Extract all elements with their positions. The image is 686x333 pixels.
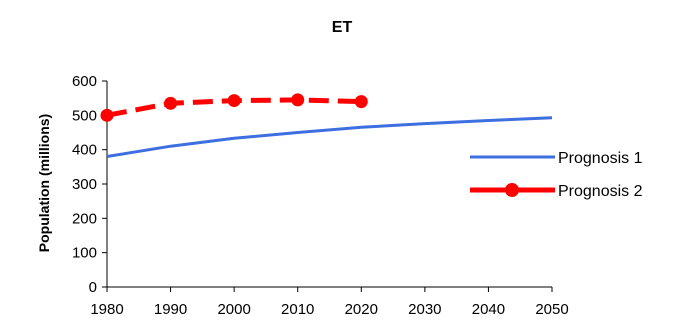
series-2-point (100, 108, 114, 122)
x-tick-label: 1990 (154, 301, 187, 318)
x-tick-label: 1980 (90, 301, 123, 318)
series-2-point (291, 93, 305, 107)
series-line-1 (106, 116, 553, 158)
series-2-point (354, 95, 368, 109)
axes: 0 100 200 300 400 500 600 1980 1990 2000 2010 2020 2… (72, 73, 569, 318)
series-2-point (164, 96, 178, 110)
legend: Prognosis 1 Prognosis 2 (470, 150, 643, 200)
y-tick-label: 200 (72, 210, 97, 227)
y-tick-label: 500 (72, 107, 97, 124)
legend-label-2: Prognosis 2 (558, 183, 643, 200)
y-tick-label: 0 (89, 279, 97, 296)
y-tick-label: 100 (72, 245, 97, 262)
x-tick-label: 2050 (535, 301, 568, 318)
y-tick-label: 400 (72, 142, 97, 159)
x-tick-label: 2020 (345, 301, 378, 318)
x-tick-label: 2030 (408, 301, 441, 318)
legend-marker-2 (505, 183, 519, 197)
x-tick-label: 2000 (217, 301, 250, 318)
chart-title: ET (332, 19, 353, 36)
y-tick-label: 300 (72, 176, 97, 193)
series-layer (100, 93, 553, 158)
y-axis-label: Population (millions) (36, 114, 52, 252)
legend-label-1: Prognosis 1 (558, 150, 643, 167)
x-tick-label: 2010 (281, 301, 314, 318)
series-2-point (227, 94, 241, 108)
y-tick-label: 600 (72, 73, 97, 90)
x-tick-label: 2040 (472, 301, 505, 318)
